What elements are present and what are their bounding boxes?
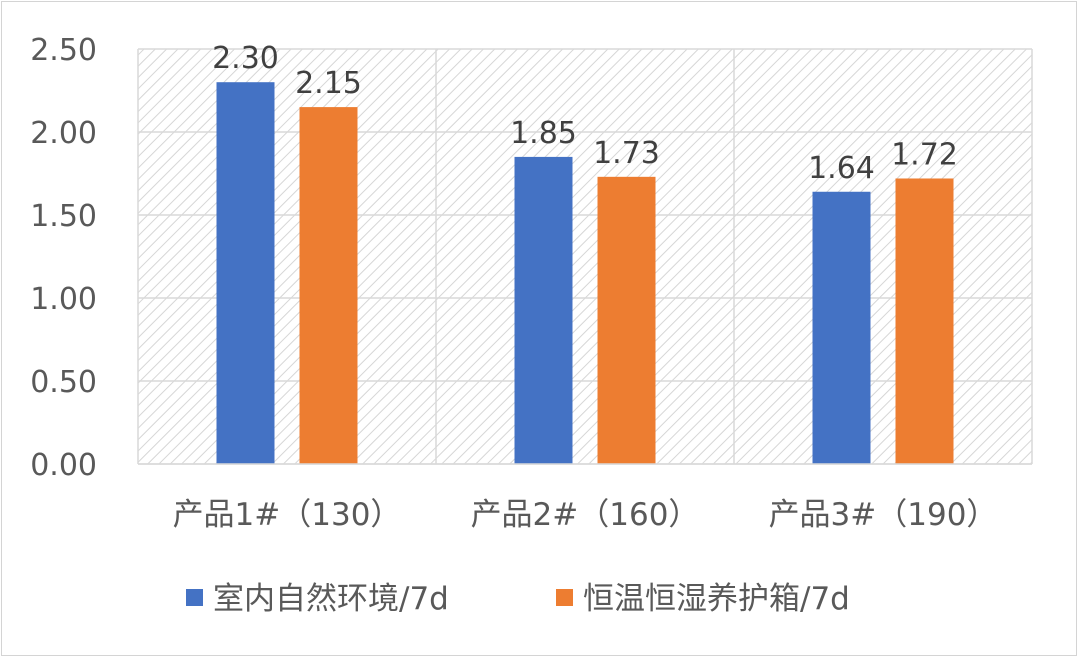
y-tick-label: 1.50: [30, 199, 97, 234]
data-label: 2.15: [295, 66, 362, 101]
gridlines: [137, 48, 1033, 465]
data-label: 1.64: [808, 151, 875, 186]
data-label: 2.30: [212, 41, 279, 76]
data-label: 1.85: [510, 116, 577, 151]
y-tick-label: 2.50: [30, 33, 97, 68]
bar: [216, 82, 275, 464]
bar: [299, 107, 358, 464]
legend-swatch: [186, 589, 203, 606]
y-tick-label: 0.50: [30, 365, 97, 400]
bar: [812, 191, 871, 464]
legend: 室内自然环境/7d 恒温恒湿养护箱/7d: [186, 581, 850, 617]
y-tick-label: 0.00: [30, 448, 97, 483]
bar: [597, 176, 656, 464]
legend-label: 恒温恒湿养护箱/7d: [583, 581, 850, 617]
x-tick-label: 产品1#（130）: [173, 497, 402, 533]
legend-swatch: [556, 589, 573, 606]
bar: [514, 156, 573, 464]
bars: [216, 82, 954, 465]
data-label: 1.72: [891, 137, 958, 172]
legend-label: 室内自然环境/7d: [213, 581, 449, 617]
bar: [895, 178, 954, 465]
y-tick-label: 1.00: [30, 282, 97, 317]
x-tick-label: 产品3#（190）: [769, 497, 998, 533]
data-labels: 2.30 2.15 1.85 1.73 1.64 1.72: [212, 41, 958, 186]
data-label: 1.73: [593, 136, 660, 171]
x-axis: 产品1#（130） 产品2#（160） 产品3#（190）: [138, 463, 1032, 533]
x-tick-label: 产品2#（160）: [471, 497, 700, 533]
plot-area: [138, 49, 1032, 464]
y-axis: 0.00 0.50 1.00 1.50 2.00 2.50: [30, 33, 97, 483]
y-tick-label: 2.00: [30, 116, 97, 151]
